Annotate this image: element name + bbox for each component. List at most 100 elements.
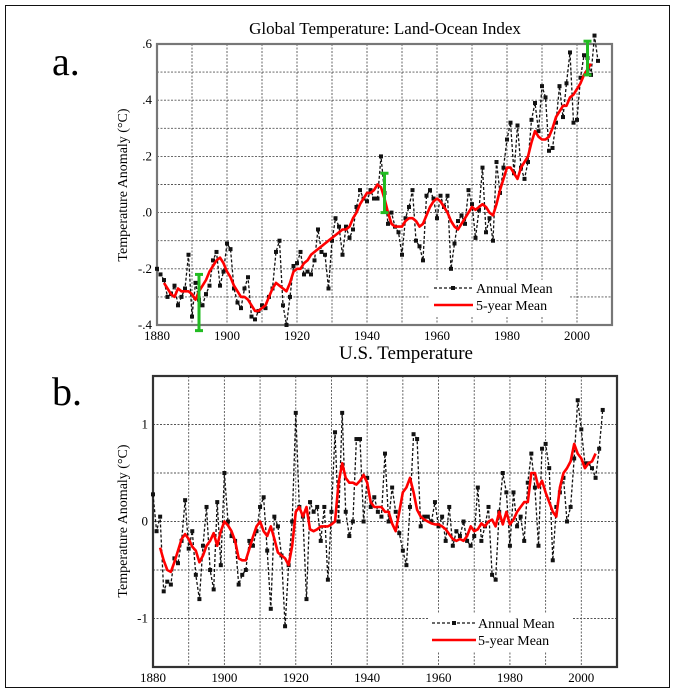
annual-mean-point	[415, 437, 420, 442]
annual-mean-point	[308, 500, 313, 505]
annual-mean-point	[554, 120, 558, 125]
annual-mean-point	[550, 145, 555, 150]
annual-mean-point	[443, 538, 448, 543]
annual-mean-point	[571, 120, 576, 125]
annual-mean-point	[337, 224, 341, 229]
panel-a-title: Global Temperature: Land-Ocean Index	[249, 19, 521, 38]
annual-mean-point	[165, 294, 170, 299]
annual-mean-point	[600, 407, 605, 412]
annual-mean-point	[154, 529, 159, 534]
annual-mean-point	[424, 193, 429, 198]
annual-mean-point	[200, 543, 205, 548]
annual-mean-point	[343, 509, 348, 514]
annual-mean-point	[486, 504, 491, 509]
annual-mean-point	[463, 221, 467, 226]
annual-mean-point	[277, 238, 282, 243]
annual-mean-point	[175, 561, 180, 566]
annual-mean-point	[449, 266, 453, 271]
annual-mean-point	[515, 123, 520, 128]
annual-mean-point	[532, 485, 537, 490]
annual-mean-point	[158, 272, 163, 277]
annual-mean-point	[283, 624, 288, 629]
annual-mean-point	[347, 235, 352, 240]
annual-mean-point	[468, 543, 473, 548]
annual-mean-point	[568, 50, 572, 55]
annual-mean-point	[214, 249, 219, 254]
annual-mean-point	[323, 252, 327, 257]
annual-mean-point	[272, 514, 277, 519]
legend-annual-marker	[452, 621, 456, 625]
annual-mean-point	[333, 430, 338, 435]
y-tick-label: 1	[142, 417, 149, 432]
annual-mean-point	[466, 188, 471, 193]
annual-mean-point	[193, 572, 198, 577]
annual-mean-point	[305, 269, 310, 274]
annual-mean-point	[200, 303, 205, 308]
y-tick-label: -.4	[138, 317, 153, 332]
annual-mean-point	[582, 461, 587, 466]
annual-mean-point	[400, 548, 405, 553]
annual-mean-point	[190, 314, 194, 319]
annual-mean-point	[183, 286, 187, 291]
x-tick-label: 1980	[497, 670, 523, 685]
annual-mean-point	[582, 53, 586, 58]
annual-mean-point	[407, 204, 411, 209]
annual-mean-point	[365, 475, 370, 480]
annual-mean-point	[379, 514, 384, 519]
annual-mean-point	[540, 84, 544, 89]
annual-mean-point	[176, 303, 180, 308]
annual-mean-point	[518, 514, 523, 519]
annual-mean-point	[236, 582, 241, 587]
annual-mean-point	[375, 509, 380, 514]
annual-mean-point	[487, 216, 492, 221]
annual-mean-point	[533, 101, 537, 106]
annual-mean-point	[211, 258, 215, 263]
annual-mean-point	[250, 543, 255, 548]
panel-a-y-axis-label: Temperature Anomaly (°C)	[116, 108, 131, 261]
annual-mean-point	[561, 115, 565, 120]
annual-mean-point	[547, 148, 551, 153]
annual-mean-point	[218, 283, 222, 288]
annual-mean-point	[418, 524, 423, 529]
annual-mean-point	[268, 606, 273, 611]
figure-frame	[5, 5, 670, 688]
panel-b-title: U.S. Temperature	[339, 343, 473, 364]
annual-mean-point	[190, 529, 195, 534]
annual-mean-point	[557, 84, 562, 89]
legend-annual-label: Annual Mean	[478, 617, 555, 632]
panel-b-legend: Annual Mean 5-year Mean	[428, 614, 573, 652]
y-tick-label: .2	[142, 148, 152, 163]
annual-mean-point	[274, 249, 278, 254]
y-tick-label: -1	[137, 611, 148, 626]
annual-mean-point	[435, 216, 439, 221]
annual-mean-point	[445, 193, 450, 198]
annual-mean-point	[354, 204, 359, 209]
annual-mean-point	[158, 514, 163, 519]
annual-mean-point	[322, 504, 327, 509]
annual-mean-point	[543, 95, 548, 100]
annual-mean-point	[410, 188, 415, 193]
x-tick-label: 1920	[284, 328, 310, 343]
annual-mean-point	[258, 504, 263, 509]
annual-mean-point	[432, 500, 437, 505]
annual-mean-point	[215, 500, 220, 505]
annual-mean-point	[501, 165, 506, 170]
annual-mean-point	[389, 210, 394, 215]
annual-mean-point	[575, 117, 579, 122]
annual-mean-point	[330, 238, 334, 243]
panel-b-letter: b.	[52, 369, 82, 414]
annual-mean-point	[522, 538, 527, 543]
annual-mean-point	[172, 283, 177, 288]
annual-mean-point	[333, 216, 338, 221]
annual-mean-point	[312, 258, 317, 263]
annual-mean-point	[358, 188, 362, 193]
annual-mean-point	[400, 252, 404, 257]
y-tick-label: .4	[142, 92, 152, 107]
annual-mean-point	[593, 475, 598, 480]
annual-mean-point	[179, 294, 184, 299]
annual-mean-point	[547, 466, 552, 471]
panel-a-legend: Annual Mean 5-year Mean	[430, 280, 570, 316]
annual-mean-point	[450, 543, 455, 548]
annual-mean-point	[457, 534, 462, 539]
annual-mean-point	[186, 546, 191, 551]
